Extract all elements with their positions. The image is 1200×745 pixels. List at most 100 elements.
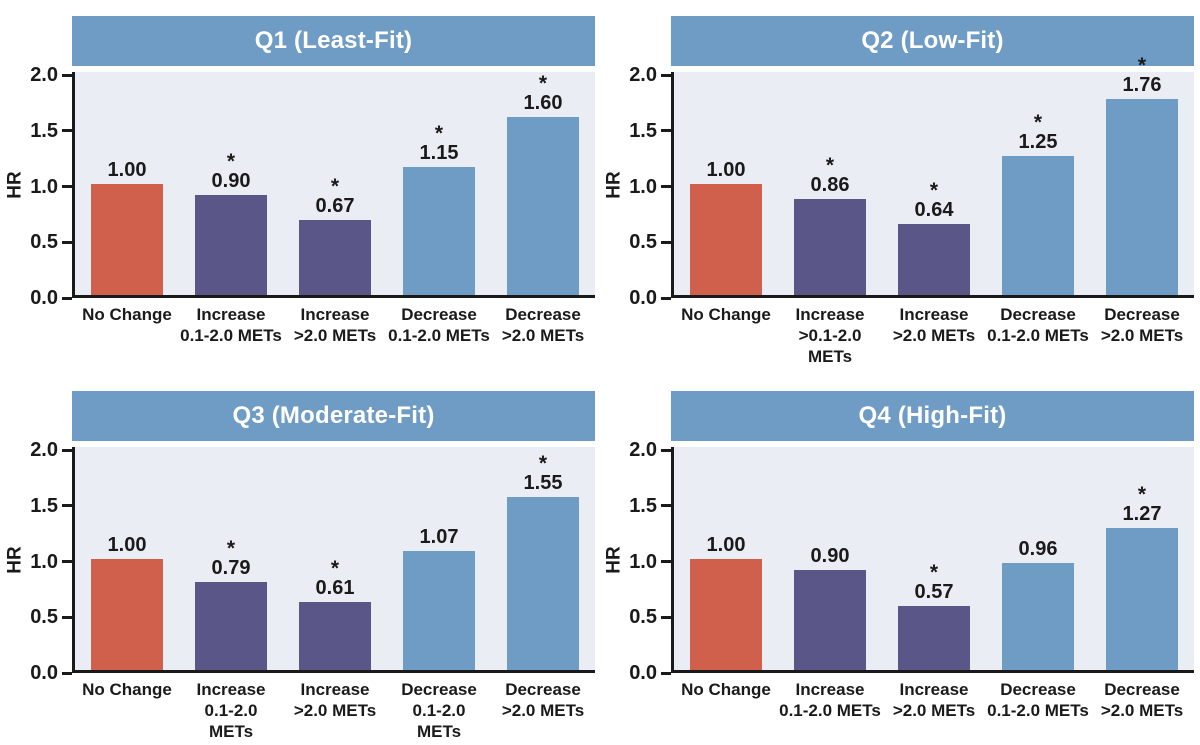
- bar-value-label: 0.61: [315, 577, 355, 599]
- y-tick-label: 1.0: [629, 175, 657, 198]
- significance-asterisk: *: [1033, 110, 1043, 134]
- bar-value-label: 1.00: [107, 158, 147, 181]
- y-tick-label: 1.5: [629, 119, 657, 142]
- bar-value-label: 1.00: [706, 158, 746, 181]
- panel-title-banner: Q3 (Moderate-Fit): [72, 391, 595, 441]
- y-tick-label: 0.5: [629, 606, 657, 629]
- y-tick: 0.5: [629, 232, 671, 252]
- y-tick-mark: [661, 504, 671, 508]
- panel-title: Q2 (Low-Fit): [861, 27, 1004, 54]
- bar: [299, 602, 371, 670]
- y-tick-mark: [62, 240, 72, 244]
- y-tick: 0.0: [30, 663, 72, 683]
- bar: [898, 606, 970, 670]
- bar-group: * 1.55: [491, 447, 595, 670]
- y-tick: 0.0: [30, 288, 72, 308]
- x-axis-labels: No Change Increase >0.1-2.0 METs Increase …: [674, 304, 1194, 367]
- x-tick-label: Decrease 0.1-2.0 METs: [401, 680, 477, 741]
- y-tick-label: 2.0: [629, 439, 657, 461]
- significance-asterisk: *: [330, 557, 340, 580]
- bar-group: * 0.86: [778, 72, 882, 295]
- y-axis-title: HR: [4, 171, 26, 199]
- panel-title-banner: Q4 (High-Fit): [671, 391, 1194, 441]
- panel-title: Q3 (Moderate-Fit): [232, 402, 435, 429]
- chart-panel-q1: Q1 (Least-Fit) HR 0.0 0.5 1.0 1.5 2.0 1.00 * 0.90…: [5, 16, 595, 367]
- y-tick: 0.0: [629, 663, 671, 683]
- y-tick: 0.5: [30, 232, 72, 252]
- x-tick-label: Increase 0.1-2.0 METs: [180, 305, 282, 345]
- bar-value-label: 1.07: [419, 525, 459, 548]
- x-tick-label: Increase >2.0 METs: [892, 680, 976, 720]
- y-tick-label: 0.0: [629, 662, 657, 684]
- x-tick-label: Increase 0.1-2.0 METs: [779, 680, 881, 720]
- plot-area: 1.00 * 0.79 * 0.61 1.07 * 1.55: [72, 447, 595, 673]
- y-axis: HR 0.0 0.5 1.0 1.5 2.0: [604, 65, 671, 308]
- bar-value-label: 1.15: [419, 141, 459, 164]
- bar: [794, 199, 866, 295]
- bar: [690, 183, 762, 295]
- y-tick-mark: [661, 129, 671, 133]
- y-axis-title: HR: [4, 546, 26, 574]
- bar: [403, 550, 475, 670]
- bar-group: 0.96: [986, 447, 1090, 670]
- x-tick-label: Decrease >2.0 METs: [501, 680, 585, 720]
- bar: [898, 223, 970, 295]
- y-tick: 1.5: [30, 121, 72, 141]
- bar-value-label: 1.76: [1122, 73, 1162, 96]
- panel-title: Q1 (Least-Fit): [254, 27, 413, 54]
- bar: [507, 497, 579, 670]
- chart-area: HR 0.0 0.5 1.0 1.5 2.0 1.00 * 0.90 * 0.67 * 1.15 * 1.6…: [5, 65, 595, 308]
- y-axis: HR 0.0 0.5 1.0 1.5 2.0: [604, 440, 671, 683]
- y-tick-label: 2.0: [30, 439, 58, 461]
- y-tick: 1.0: [30, 177, 72, 197]
- y-tick-label: 0.5: [30, 606, 58, 629]
- bar: [403, 166, 475, 295]
- bar-group: * 1.25: [986, 72, 1090, 295]
- x-tick-label: No Change: [681, 305, 771, 324]
- y-tick-label: 2.0: [629, 64, 657, 86]
- y-axis-title: HR: [603, 546, 625, 574]
- y-tick: 2.0: [30, 440, 72, 460]
- x-tick-label: Increase 0.1-2.0 METs: [196, 680, 266, 741]
- x-tick-label: Decrease 0.1-2.0 METs: [987, 680, 1089, 720]
- bar: [299, 220, 371, 295]
- y-tick: 2.0: [30, 65, 72, 85]
- bar-group: * 1.76: [1090, 55, 1194, 295]
- bar-group: * 1.15: [387, 72, 491, 295]
- chart-panel-q2: Q2 (Low-Fit) HR 0.0 0.5 1.0 1.5 2.0 1.00 * 0.86 * 0…: [604, 16, 1194, 367]
- x-tick-label: Decrease >2.0 METs: [501, 305, 585, 345]
- panel-title-banner: Q1 (Least-Fit): [72, 16, 595, 66]
- y-tick-mark: [62, 448, 72, 452]
- significance-asterisk: *: [226, 536, 236, 560]
- chart-panel-q4: Q4 (High-Fit) HR 0.0 0.5 1.0 1.5 2.0 1.00 0.90 * 0…: [604, 391, 1194, 742]
- bar: [794, 569, 866, 670]
- bar-value-label: 0.79: [211, 556, 251, 579]
- y-tick-label: 1.0: [30, 550, 58, 573]
- bar-group: * 0.64: [882, 72, 986, 295]
- bar-group: 0.90: [778, 447, 882, 670]
- bar-group: 1.00: [674, 447, 778, 670]
- panel-title-banner: Q2 (Low-Fit): [671, 16, 1194, 66]
- x-axis-labels: No Change Increase 0.1-2.0 METs Increase >…: [674, 679, 1194, 721]
- y-tick-label: 1.0: [30, 175, 58, 198]
- plot-area: 1.00 * 0.90 * 0.67 * 1.15 * 1.60: [72, 72, 595, 298]
- significance-asterisk: *: [1137, 53, 1147, 77]
- x-axis-labels: No Change Increase 0.1-2.0 METs Increase >…: [75, 304, 595, 346]
- y-tick-mark: [661, 615, 671, 619]
- y-tick-mark: [661, 671, 671, 675]
- y-tick-label: 1.5: [629, 494, 657, 517]
- bar: [690, 558, 762, 670]
- y-tick-label: 1.5: [30, 119, 58, 142]
- bar-group: * 1.27: [1090, 447, 1194, 670]
- chart-area: HR 0.0 0.5 1.0 1.5 2.0 1.00 0.90 * 0.57 0.96 * 1.27: [604, 440, 1194, 683]
- significance-asterisk: *: [929, 561, 939, 585]
- y-tick-label: 0.0: [629, 287, 657, 309]
- bar-value-label: 1.60: [523, 91, 563, 114]
- bar: [91, 183, 163, 295]
- y-tick: 1.0: [629, 552, 671, 572]
- y-tick-label: 2.0: [30, 64, 58, 86]
- y-tick-mark: [62, 560, 72, 563]
- y-tick-mark: [62, 671, 72, 675]
- bar-group: * 0.57: [882, 447, 986, 670]
- bar-value-label: 1.25: [1018, 130, 1058, 153]
